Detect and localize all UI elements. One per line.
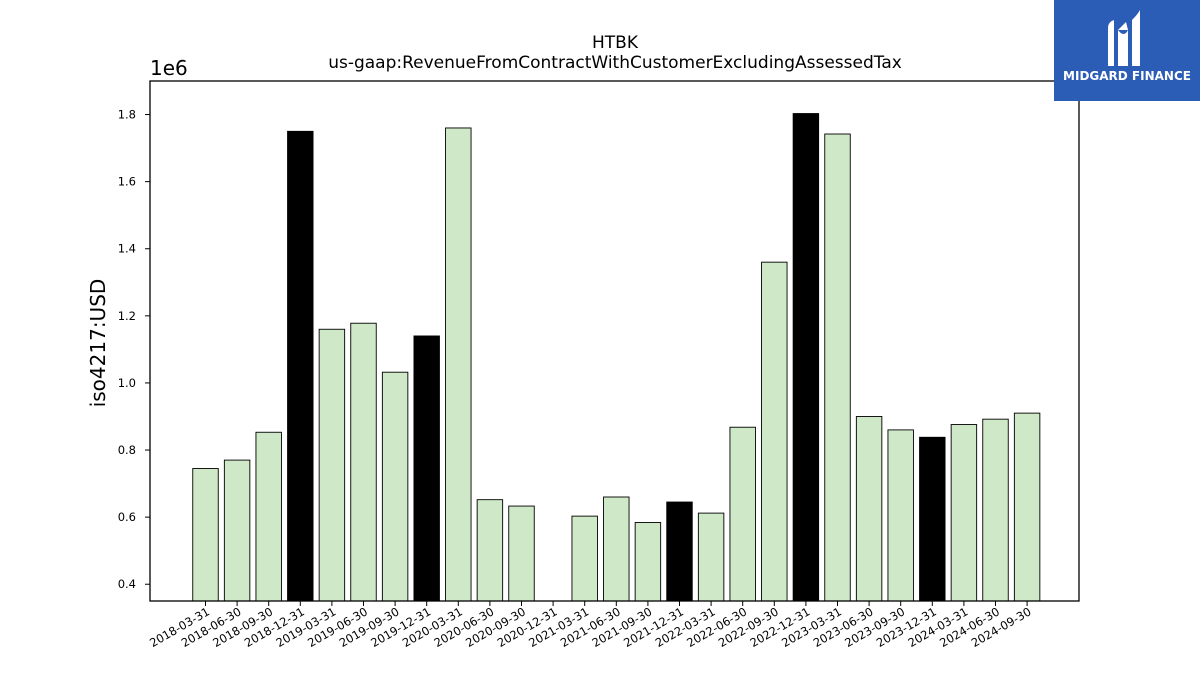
bar-2023-06-30 — [855, 416, 883, 602]
bar-2020-06-30 — [476, 499, 504, 602]
y-tick-label: 1.6 — [118, 175, 136, 189]
y-axis: 0.4 0.6 0.8 1.0 1.2 1.4 1.6 1.8 — [118, 108, 150, 591]
bar-2019-09-30 — [381, 371, 409, 602]
bar-2022-03-31 — [697, 512, 725, 602]
bar-2021-09-30 — [634, 522, 662, 602]
y-tick-label: 0.8 — [118, 443, 136, 457]
bar-2022-12-31 — [792, 113, 820, 602]
bar-2023-09-30 — [887, 429, 914, 602]
x-axis: 2018-03-312018-06-302018-09-302018-12-31… — [147, 601, 1034, 650]
bars-group — [192, 113, 1041, 602]
bar-2019-12-31 — [413, 335, 440, 602]
y-tick-label: 1.0 — [118, 376, 136, 390]
bar-2024-06-30 — [982, 418, 1009, 602]
logo-text: MIDGARD FINANCE — [1063, 69, 1191, 83]
chart-title: HTBK — [592, 33, 638, 53]
bar-2021-06-30 — [603, 496, 630, 602]
y-tick-label: 0.6 — [118, 510, 136, 524]
bar-2024-03-31 — [950, 424, 978, 602]
bar-2024-09-30 — [1013, 412, 1041, 602]
midgard-finance-logo: MIDGARD FINANCE — [1054, 0, 1200, 101]
y-axis-multiplier: 1e6 — [150, 56, 188, 80]
y-tick-label: 0.4 — [118, 577, 136, 591]
y-tick-label: 1.8 — [118, 108, 136, 122]
y-axis-label: iso4217:USD — [86, 278, 110, 408]
bar-2023-03-31 — [824, 133, 851, 602]
bar-2023-12-31 — [919, 436, 946, 602]
bar-2022-06-30 — [729, 426, 756, 602]
bar-2018-03-31 — [192, 468, 219, 602]
bar-2021-12-31 — [666, 501, 693, 602]
plot-frame — [149, 80, 1080, 602]
bar-2020-03-31 — [445, 127, 472, 602]
y-tick-label: 1.4 — [118, 242, 136, 256]
midgard-logo-icon — [1108, 10, 1140, 66]
bar-2019-03-31 — [318, 328, 346, 602]
chart-subtitle: us-gaap:RevenueFromContractWithCustomerE… — [328, 53, 902, 73]
bar-2022-09-30 — [761, 261, 788, 602]
bar-2019-06-30 — [350, 322, 377, 602]
bar-2018-06-30 — [223, 459, 251, 602]
bar-2021-03-31 — [571, 515, 598, 602]
bar-2018-09-30 — [255, 431, 282, 602]
bar-2018-12-31 — [287, 130, 314, 602]
y-tick-label: 1.2 — [118, 309, 136, 323]
bar-2020-09-30 — [508, 505, 535, 602]
